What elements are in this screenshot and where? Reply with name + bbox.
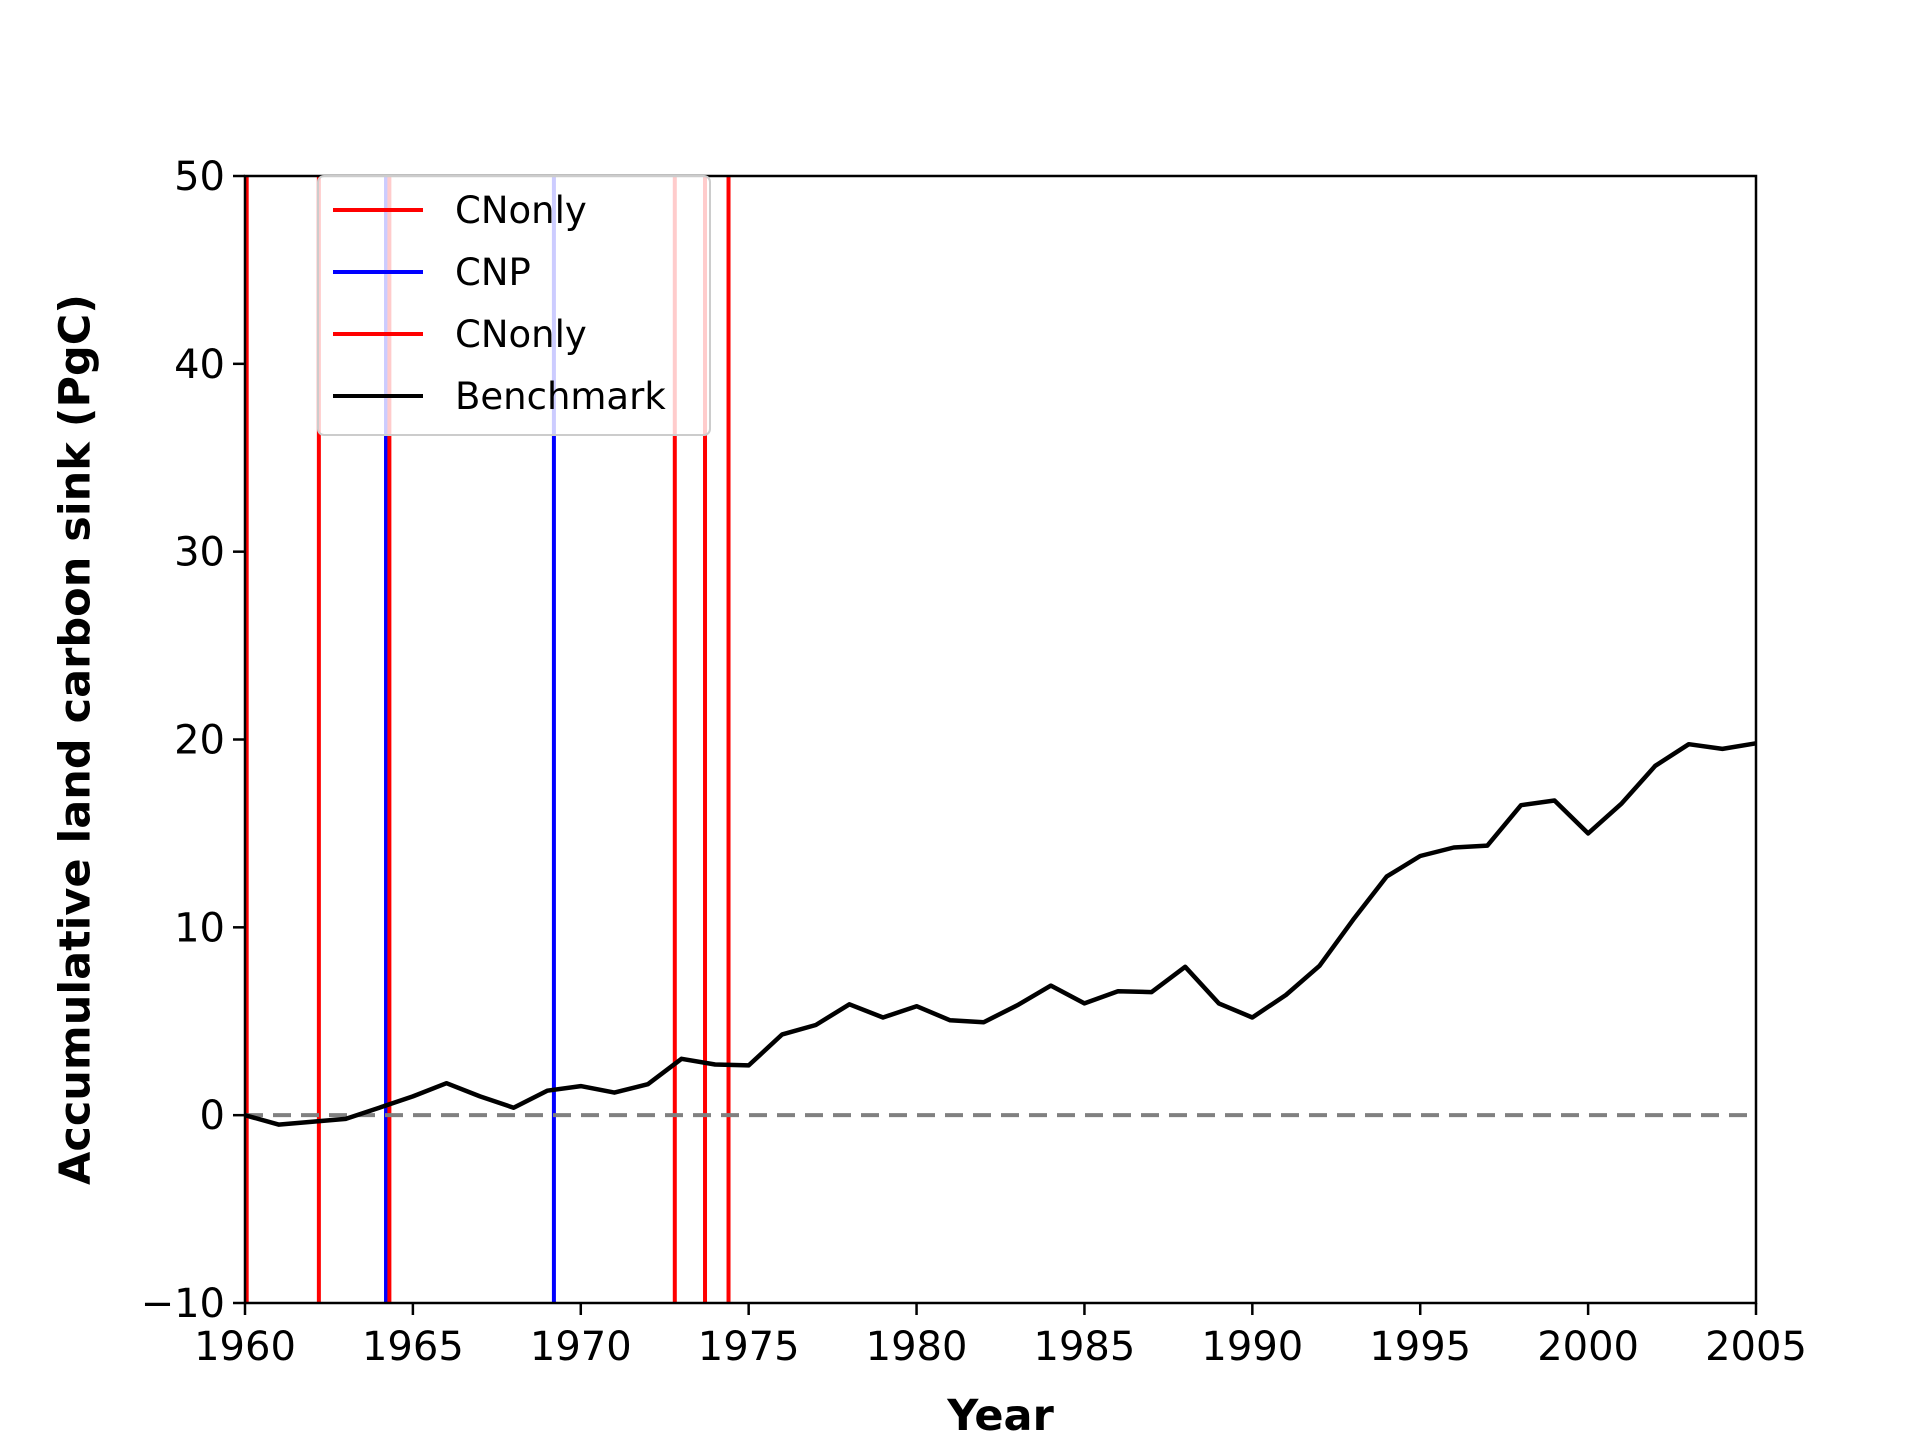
x-tick-label: 1960: [194, 1324, 296, 1370]
x-tick-label: 1985: [1034, 1324, 1136, 1370]
series-line-benchmark: [244, 741, 1757, 1127]
x-tick-label: 2000: [1537, 1324, 1639, 1370]
y-tick-label: 0: [200, 1093, 225, 1139]
series-group: [244, 741, 1757, 1127]
y-axis-title: Accumulative land carbon sink (PgC): [51, 294, 101, 1185]
x-tick-label: 1980: [866, 1324, 968, 1370]
x-axis: 1960 1965 1970 1975 1980 1985 1990 1995 2000 2005: [194, 1303, 1807, 1370]
legend-label: CNP: [455, 251, 531, 294]
x-tick-label: 1965: [362, 1324, 464, 1370]
y-tick-label: 10: [174, 905, 225, 951]
y-tick-label: −10: [141, 1281, 225, 1327]
legend-label: CNonly: [455, 189, 587, 232]
x-tick-label: 2005: [1705, 1324, 1807, 1370]
x-tick-label: 1970: [530, 1324, 632, 1370]
legend-box: [317, 175, 711, 436]
x-tick-label: 1995: [1369, 1324, 1471, 1370]
legend-label: CNonly: [455, 313, 587, 356]
x-axis-title: Year: [946, 1391, 1054, 1440]
x-tick-label: 1975: [698, 1324, 800, 1370]
legend: CNonly CNP CNonly Benchmark: [317, 175, 711, 436]
y-tick-label: 20: [174, 718, 225, 764]
y-tick-label: 30: [174, 530, 225, 576]
y-tick-label: 40: [174, 342, 225, 388]
x-tick-label: 1990: [1201, 1324, 1303, 1370]
y-tick-label: 50: [174, 154, 225, 200]
legend-label: Benchmark: [455, 375, 666, 418]
y-axis: −10 0 10 20 30 40 50: [141, 154, 245, 1327]
